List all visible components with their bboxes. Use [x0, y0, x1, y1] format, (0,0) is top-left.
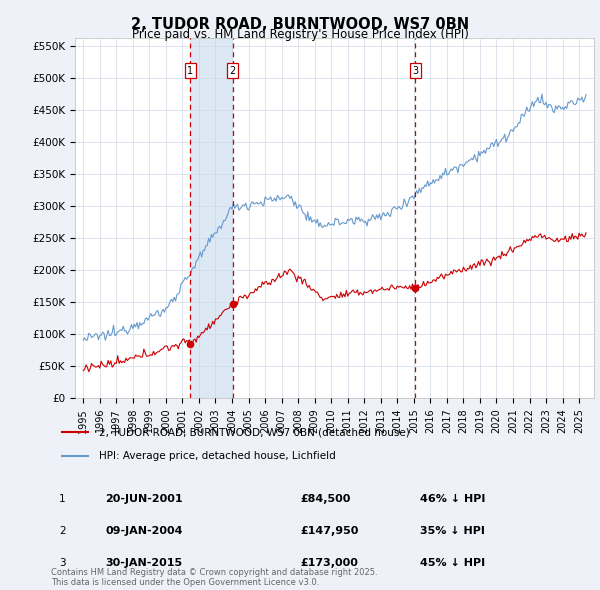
Text: £147,950: £147,950 — [300, 526, 358, 536]
Text: 46% ↓ HPI: 46% ↓ HPI — [420, 494, 485, 503]
Text: 20-JUN-2001: 20-JUN-2001 — [105, 494, 182, 503]
Bar — [190, 38, 233, 398]
Text: 35% ↓ HPI: 35% ↓ HPI — [420, 526, 485, 536]
Text: 30-JAN-2015: 30-JAN-2015 — [105, 559, 182, 568]
Text: 09-JAN-2004: 09-JAN-2004 — [105, 526, 182, 536]
Text: 1: 1 — [59, 494, 66, 503]
Text: Contains HM Land Registry data © Crown copyright and database right 2025.
This d: Contains HM Land Registry data © Crown c… — [51, 568, 377, 587]
Text: 45% ↓ HPI: 45% ↓ HPI — [420, 559, 485, 568]
Text: 2, TUDOR ROAD, BURNTWOOD, WS7 0BN: 2, TUDOR ROAD, BURNTWOOD, WS7 0BN — [131, 17, 469, 31]
Text: 2, TUDOR ROAD, BURNTWOOD, WS7 0BN (detached house): 2, TUDOR ROAD, BURNTWOOD, WS7 0BN (detac… — [98, 427, 409, 437]
Text: 3: 3 — [412, 65, 418, 76]
Text: 1: 1 — [187, 65, 193, 76]
Text: £173,000: £173,000 — [300, 559, 358, 568]
Text: 3: 3 — [59, 559, 66, 568]
Text: £84,500: £84,500 — [300, 494, 350, 503]
Text: 2: 2 — [229, 65, 236, 76]
Text: Price paid vs. HM Land Registry's House Price Index (HPI): Price paid vs. HM Land Registry's House … — [131, 28, 469, 41]
Text: HPI: Average price, detached house, Lichfield: HPI: Average price, detached house, Lich… — [98, 451, 335, 461]
Text: 2: 2 — [59, 526, 66, 536]
